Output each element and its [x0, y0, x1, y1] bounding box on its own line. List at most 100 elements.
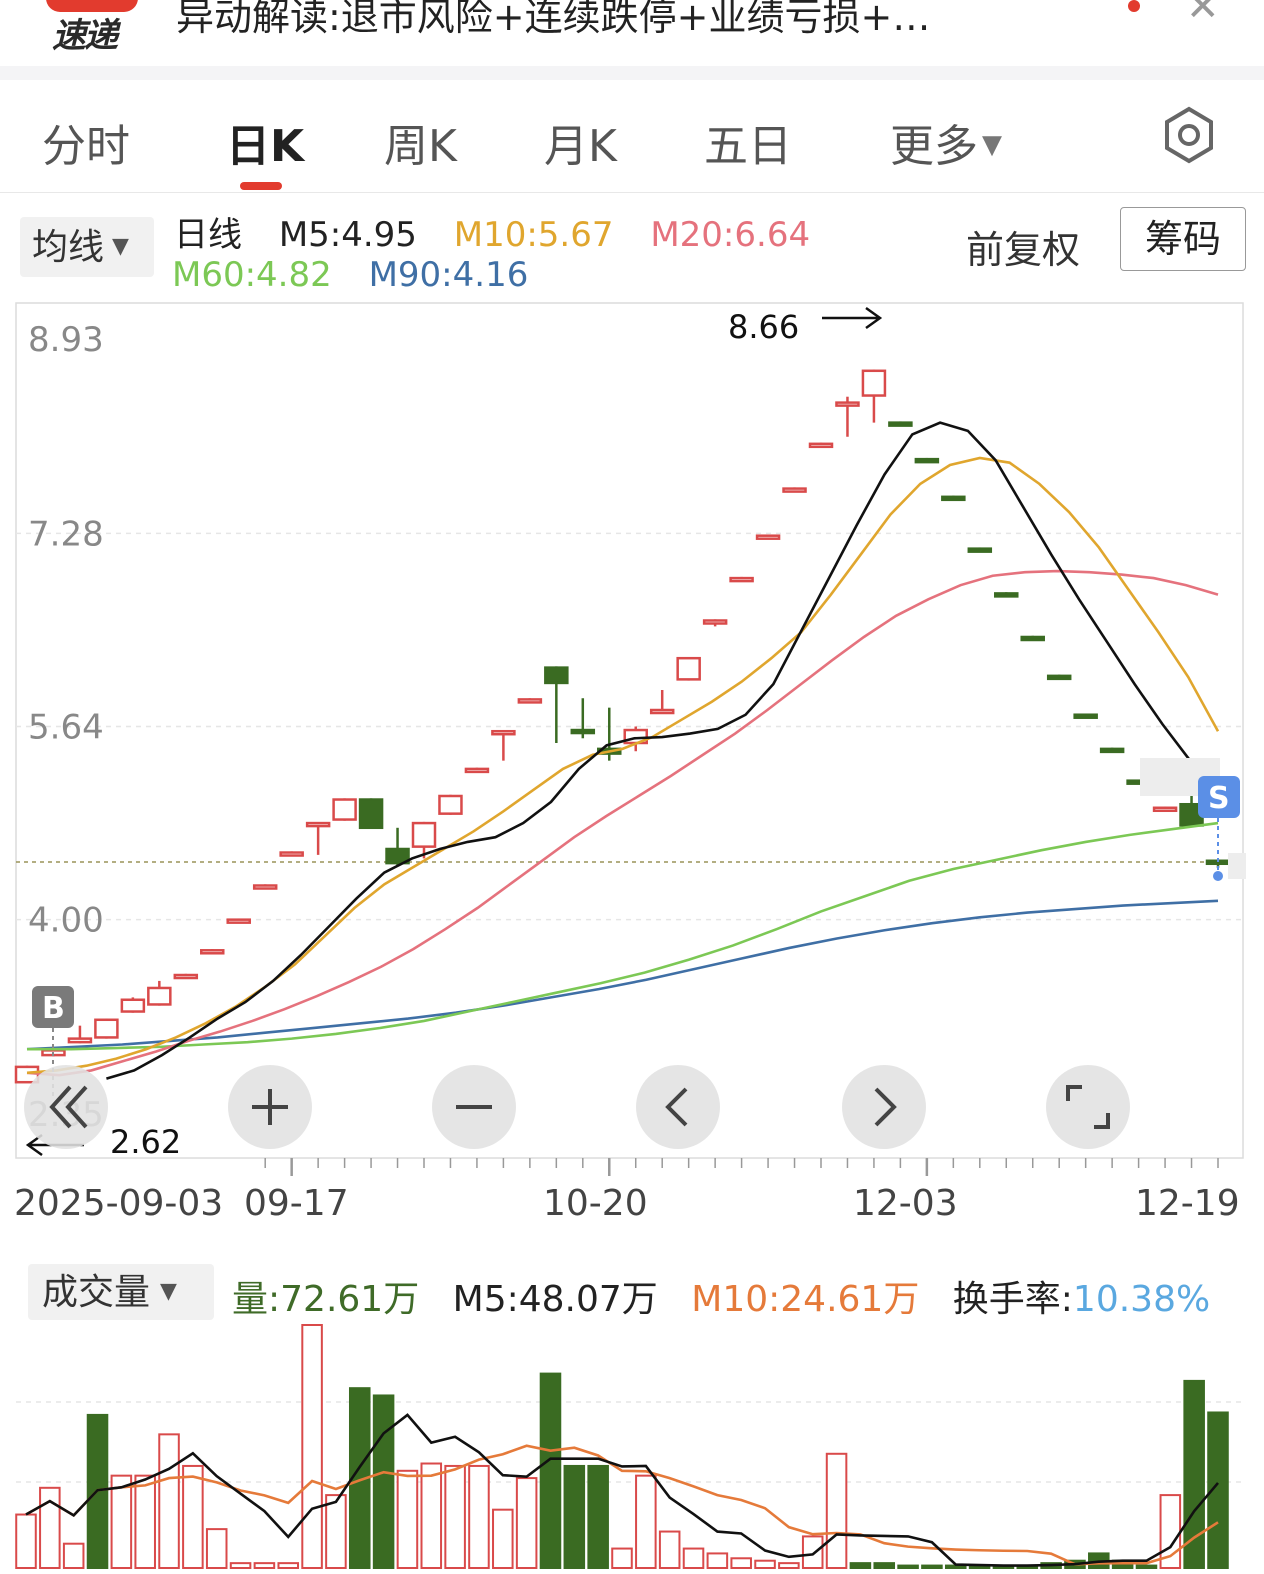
candlestick	[835, 396, 860, 437]
zoom-out-button[interactable]	[432, 1065, 516, 1149]
volume-bar	[825, 1452, 848, 1569]
fullscreen-icon	[1066, 1085, 1110, 1129]
candle-body	[252, 884, 278, 890]
active-tab-indicator	[240, 182, 282, 190]
plot-frame	[15, 302, 1244, 1159]
candlestick	[729, 576, 754, 583]
close-icon[interactable]: ✕	[1186, 0, 1220, 30]
candle-body	[1020, 635, 1045, 642]
price-adjust-button[interactable]: 前复权	[966, 228, 1081, 272]
volume-bar	[229, 1562, 252, 1570]
candle-body	[1073, 713, 1098, 719]
candle-body	[1152, 806, 1178, 813]
volume-bar	[325, 1494, 347, 1570]
chip-distribution-button[interactable]: 筹码	[1120, 207, 1246, 271]
volume-m5: M5:48.07万	[452, 1279, 658, 1320]
volume-bar	[205, 1528, 228, 1569]
max-price-arrow	[822, 306, 883, 330]
volume-bar	[658, 1530, 681, 1569]
candlestick	[94, 1018, 119, 1039]
tab-more[interactable]: 更多 ▼	[890, 110, 1002, 174]
candlestick	[438, 794, 463, 815]
turnover-title: 换手率:	[952, 1279, 1073, 1320]
sell-marker-tail	[1228, 853, 1246, 879]
volume-bar	[1183, 1379, 1205, 1569]
candle-body	[1099, 747, 1125, 754]
double-chevron-left-icon	[49, 1085, 88, 1129]
volume-bar	[1207, 1411, 1229, 1569]
volume-bar	[873, 1562, 896, 1570]
tab-intraday[interactable]: 分时	[42, 121, 130, 172]
candle-body	[782, 487, 807, 493]
volume-legend: 量:72.61万 M5:48.07万 M10:24.61万 换手率:10.38%	[232, 1270, 1210, 1322]
candlestick	[649, 689, 675, 715]
price-tick-label: 7.28	[28, 514, 104, 554]
volume-bar	[372, 1394, 395, 1569]
price-tick-label: 8.93	[28, 320, 104, 360]
candle-body	[226, 918, 251, 924]
ma5-line	[106, 421, 1220, 1080]
tab-daily-k[interactable]: 日K	[226, 121, 305, 172]
candle-body	[1046, 674, 1072, 681]
candle-body	[544, 666, 569, 685]
tab-five-day[interactable]: 五日	[704, 121, 792, 172]
indicator-select[interactable]: 均线 ▼	[20, 217, 154, 277]
volume-bar	[301, 1324, 323, 1569]
candlestick	[1152, 806, 1178, 813]
candle-body	[67, 1037, 93, 1044]
chevron-left-icon	[665, 1087, 688, 1127]
rewind-button[interactable]	[24, 1065, 108, 1149]
minus-icon	[456, 1105, 492, 1109]
volume-bar	[587, 1464, 609, 1569]
notification-dot	[1128, 0, 1140, 12]
volume-panel: 成交量 ▼ 量:72.61万 M5:48.07万 M10:24.61万 换手率:1…	[0, 1250, 1264, 1574]
plus-icon	[252, 1089, 288, 1125]
scroll-right-button[interactable]	[842, 1065, 926, 1149]
candle-body	[649, 708, 675, 715]
candlestick	[676, 656, 701, 681]
volume-chart[interactable]	[0, 1250, 1264, 1574]
app-logo: 速递	[42, 0, 142, 56]
candle-body	[279, 851, 304, 857]
caret-down-icon: ▼	[112, 234, 129, 259]
candle-body	[120, 998, 146, 1013]
caret-down-icon: ▼	[160, 1279, 177, 1304]
candlestick	[570, 698, 596, 739]
settings-gear-icon[interactable]	[1160, 106, 1218, 164]
ma60-line	[27, 821, 1219, 1051]
candle-body	[411, 821, 437, 848]
volume-bar	[39, 1486, 61, 1569]
min-price-label: 2.62	[110, 1123, 181, 1161]
scroll-left-button[interactable]	[636, 1065, 720, 1149]
candlestick	[120, 997, 146, 1013]
candlestick	[411, 821, 437, 859]
turnover-value: 10.38%	[1072, 1279, 1211, 1320]
ma20-line	[26, 569, 1219, 1077]
volume-bar	[897, 1564, 919, 1570]
candle-body	[491, 729, 516, 736]
candle-body	[200, 949, 225, 955]
candle-body	[967, 547, 993, 553]
period-label: 日线	[174, 215, 242, 255]
sell-marker	[1198, 776, 1240, 818]
candlestick	[385, 827, 410, 866]
candlestick	[755, 534, 781, 540]
tab-weekly-k[interactable]: 周K	[384, 121, 457, 172]
candle-body	[861, 369, 887, 397]
fullscreen-button[interactable]	[1046, 1065, 1130, 1149]
volume-m10: M10:24.61万	[691, 1279, 920, 1320]
candlestick	[173, 973, 199, 980]
candlestick	[888, 421, 913, 427]
tab-monthly-k[interactable]: 月K	[544, 121, 617, 172]
volume-bar	[62, 1542, 85, 1570]
caret-down-icon: ▼	[982, 130, 1002, 160]
candlestick	[1073, 713, 1098, 719]
volume-bar	[778, 1562, 800, 1570]
volume-indicator-select[interactable]: 成交量 ▼	[28, 1264, 214, 1320]
volume-bar	[849, 1562, 872, 1570]
candlestick	[941, 495, 966, 502]
zoom-in-button[interactable]	[228, 1065, 312, 1149]
candle-body	[517, 698, 543, 704]
